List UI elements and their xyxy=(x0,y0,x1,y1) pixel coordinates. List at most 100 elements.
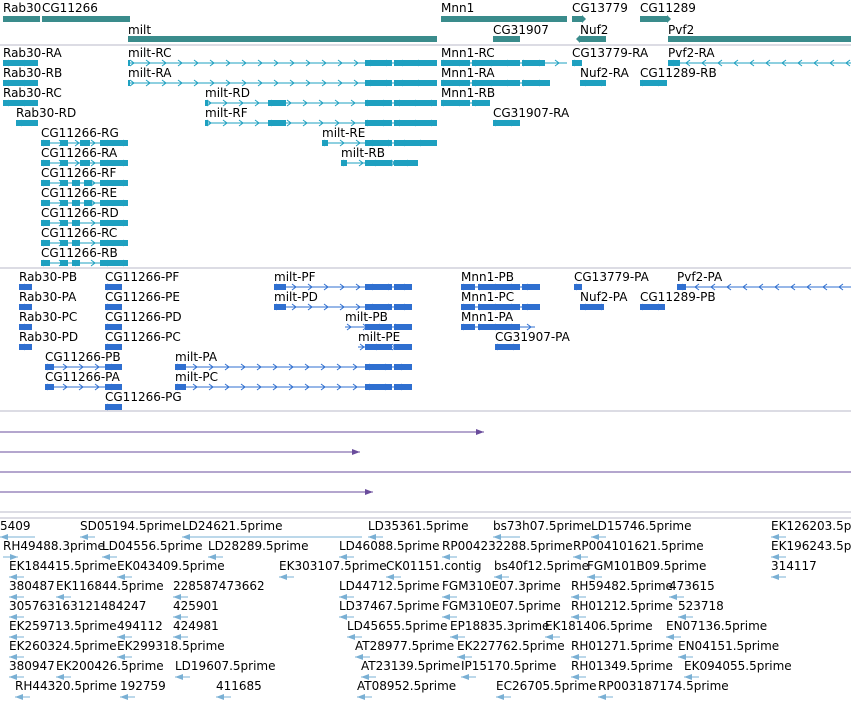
protein-feature[interactable]: CG13779-PA xyxy=(574,270,650,291)
est-feature[interactable]: 305763163121484247 xyxy=(9,599,146,620)
feature-arrow[interactable] xyxy=(0,489,373,495)
mrna-transcript[interactable]: Pvf2-RA xyxy=(668,46,851,67)
est-feature[interactable]: AT08952.5prime xyxy=(357,679,456,700)
protein-feature[interactable]: Rab30-PA xyxy=(19,290,77,311)
mrna-transcript[interactable]: CG11266-RG xyxy=(41,126,128,147)
protein-feature[interactable]: CG11266-PD xyxy=(105,310,182,331)
mrna-transcript[interactable]: milt-RB xyxy=(341,146,418,167)
est-feature[interactable]: AT28977.5prime xyxy=(355,639,454,660)
protein-feature[interactable]: CG11266-PF xyxy=(105,270,179,291)
protein-feature[interactable]: milt-PC xyxy=(175,370,412,391)
mrna-transcript[interactable]: Mnn1-RA xyxy=(441,66,550,87)
gene-feature[interactable]: CG13779 xyxy=(572,1,628,23)
est-feature[interactable]: EK260324.5prime xyxy=(9,639,117,660)
est-feature[interactable]: AT23139.5prime xyxy=(361,659,460,680)
est-feature[interactable]: LD37467.5prime xyxy=(339,599,440,620)
mrna-transcript[interactable]: Rab30-RD xyxy=(16,106,76,127)
protein-feature[interactable]: milt-PB xyxy=(345,310,412,331)
est-feature[interactable]: RP004101621.5prime xyxy=(573,539,704,560)
est-feature[interactable]: RP003187174.5prime xyxy=(598,679,729,700)
protein-feature[interactable]: Mnn1-PB xyxy=(461,270,540,291)
est-feature[interactable]: IP15170.5prime xyxy=(461,659,556,680)
protein-feature[interactable]: milt-PF xyxy=(274,270,412,291)
gene-bar[interactable] xyxy=(640,16,667,22)
mrna-transcript[interactable]: CG13779-RA xyxy=(572,46,649,67)
protein-feature[interactable]: Rab30-PC xyxy=(19,310,77,331)
est-feature[interactable]: EK184415.5prime xyxy=(9,559,117,580)
feature-arrow[interactable] xyxy=(0,429,484,435)
est-feature[interactable]: SD05194.5prime xyxy=(80,519,181,540)
gene-feature[interactable]: Nuf2 xyxy=(576,23,608,43)
protein-feature[interactable]: CG31907-PA xyxy=(495,330,571,351)
gene-bar[interactable] xyxy=(128,36,437,42)
est-feature[interactable]: bs40f12.5prime xyxy=(494,559,589,580)
est-feature[interactable]: 425901 xyxy=(173,599,219,620)
protein-feature[interactable]: CG11266-PE xyxy=(105,290,180,311)
mrna-transcript[interactable]: Rab30-RC xyxy=(3,86,62,107)
gene-bar[interactable] xyxy=(441,16,567,22)
mrna-transcript[interactable]: milt-RC xyxy=(128,46,437,67)
mrna-transcript[interactable]: CG31907-RA xyxy=(493,106,570,127)
gene-feature[interactable]: milt xyxy=(128,23,437,42)
protein-feature[interactable]: milt-PD xyxy=(274,290,412,311)
est-feature[interactable]: EK200426.5prime xyxy=(56,659,164,680)
est-feature[interactable]: EK043409.5prime xyxy=(117,559,225,580)
est-feature[interactable]: EK196243.5prime xyxy=(771,539,851,560)
est-feature[interactable]: 380947 xyxy=(9,659,55,680)
est-feature[interactable]: EN07136.5prime xyxy=(666,619,767,640)
gene-bar[interactable] xyxy=(3,16,40,22)
mrna-transcript[interactable]: CG11289-RB xyxy=(640,66,717,87)
est-feature[interactable]: bs73h07.5prime xyxy=(493,519,591,540)
est-feature[interactable]: RH44320.5prime xyxy=(15,679,117,700)
est-feature[interactable]: RP004232288.5prime xyxy=(442,539,573,560)
est-feature[interactable]: FGM310E07.5prime xyxy=(442,599,561,620)
est-feature[interactable]: RH01349.5prime xyxy=(571,659,673,680)
mrna-transcript[interactable]: CG11266-RD xyxy=(41,206,128,227)
est-feature[interactable]: EK303107.5prime xyxy=(279,559,387,580)
mrna-transcript[interactable]: milt-RD xyxy=(205,86,437,107)
est-feature[interactable]: EK126203.5prime xyxy=(771,519,851,540)
est-feature[interactable]: 473615 xyxy=(669,579,715,600)
est-feature[interactable]: 192759 xyxy=(120,679,166,700)
est-feature[interactable]: 411685 xyxy=(216,679,262,700)
est-feature[interactable]: EK116844.5prime xyxy=(56,579,164,600)
est-feature[interactable]: LD45655.5prime xyxy=(347,619,448,640)
mrna-transcript[interactable]: Nuf2-RA xyxy=(580,66,630,87)
gene-feature[interactable]: Pvf2 xyxy=(668,23,851,42)
mrna-transcript[interactable]: CG11266-RB xyxy=(41,246,128,267)
mrna-transcript[interactable]: Mnn1-RB xyxy=(441,86,495,107)
mrna-transcript[interactable]: CG11266-RA xyxy=(41,146,128,167)
est-feature[interactable]: EK299318.5prime xyxy=(117,639,225,660)
protein-feature[interactable]: CG11266-PC xyxy=(105,330,181,351)
mrna-transcript[interactable]: CG11266-RF xyxy=(41,166,128,187)
protein-feature[interactable]: CG11266-PG xyxy=(105,390,182,411)
est-feature[interactable]: RH01212.5prime xyxy=(571,599,673,620)
mrna-transcript[interactable]: Mnn1-RC xyxy=(441,46,567,67)
protein-feature[interactable]: Pvf2-PA xyxy=(677,270,851,291)
est-feature[interactable]: RH59482.5prime xyxy=(571,579,673,600)
mrna-transcript[interactable]: CG11266-RE xyxy=(41,186,128,207)
mrna-transcript[interactable]: milt-RF xyxy=(205,106,437,127)
protein-feature[interactable]: Nuf2-PA xyxy=(580,290,628,311)
mrna-transcript[interactable]: CG11266-RC xyxy=(41,226,128,247)
gene-feature[interactable]: CG31907 xyxy=(493,23,549,42)
feature-arrow[interactable] xyxy=(0,449,360,455)
est-feature[interactable]: 494112 xyxy=(117,619,163,640)
mrna-transcript[interactable]: Rab30-RB xyxy=(3,66,62,87)
est-feature[interactable]: LD24621.5prime xyxy=(182,519,362,540)
est-feature[interactable]: 228587473662 xyxy=(173,579,265,600)
est-feature[interactable]: LD04556.5prime xyxy=(102,539,203,560)
est-feature[interactable]: 523718 xyxy=(678,599,724,620)
protein-feature[interactable]: milt-PA xyxy=(175,350,412,371)
est-feature[interactable]: FGM310E07.3prime xyxy=(442,579,561,600)
gene-feature[interactable]: CG11289 xyxy=(640,1,696,23)
est-feature[interactable]: RH01271.5prime xyxy=(571,639,673,660)
est-feature[interactable]: LD35361.5prime xyxy=(368,519,469,540)
protein-feature[interactable]: Mnn1-PA xyxy=(461,310,535,331)
protein-feature[interactable]: CG11289-PB xyxy=(640,290,716,311)
protein-feature[interactable]: Mnn1-PC xyxy=(461,290,540,311)
protein-feature[interactable]: Rab30-PB xyxy=(19,270,77,291)
est-feature[interactable]: FGM101B09.5prime xyxy=(587,559,706,580)
est-feature[interactable]: EK259713.5prime xyxy=(9,619,117,640)
mrna-transcript[interactable]: milt-RE xyxy=(322,126,437,147)
